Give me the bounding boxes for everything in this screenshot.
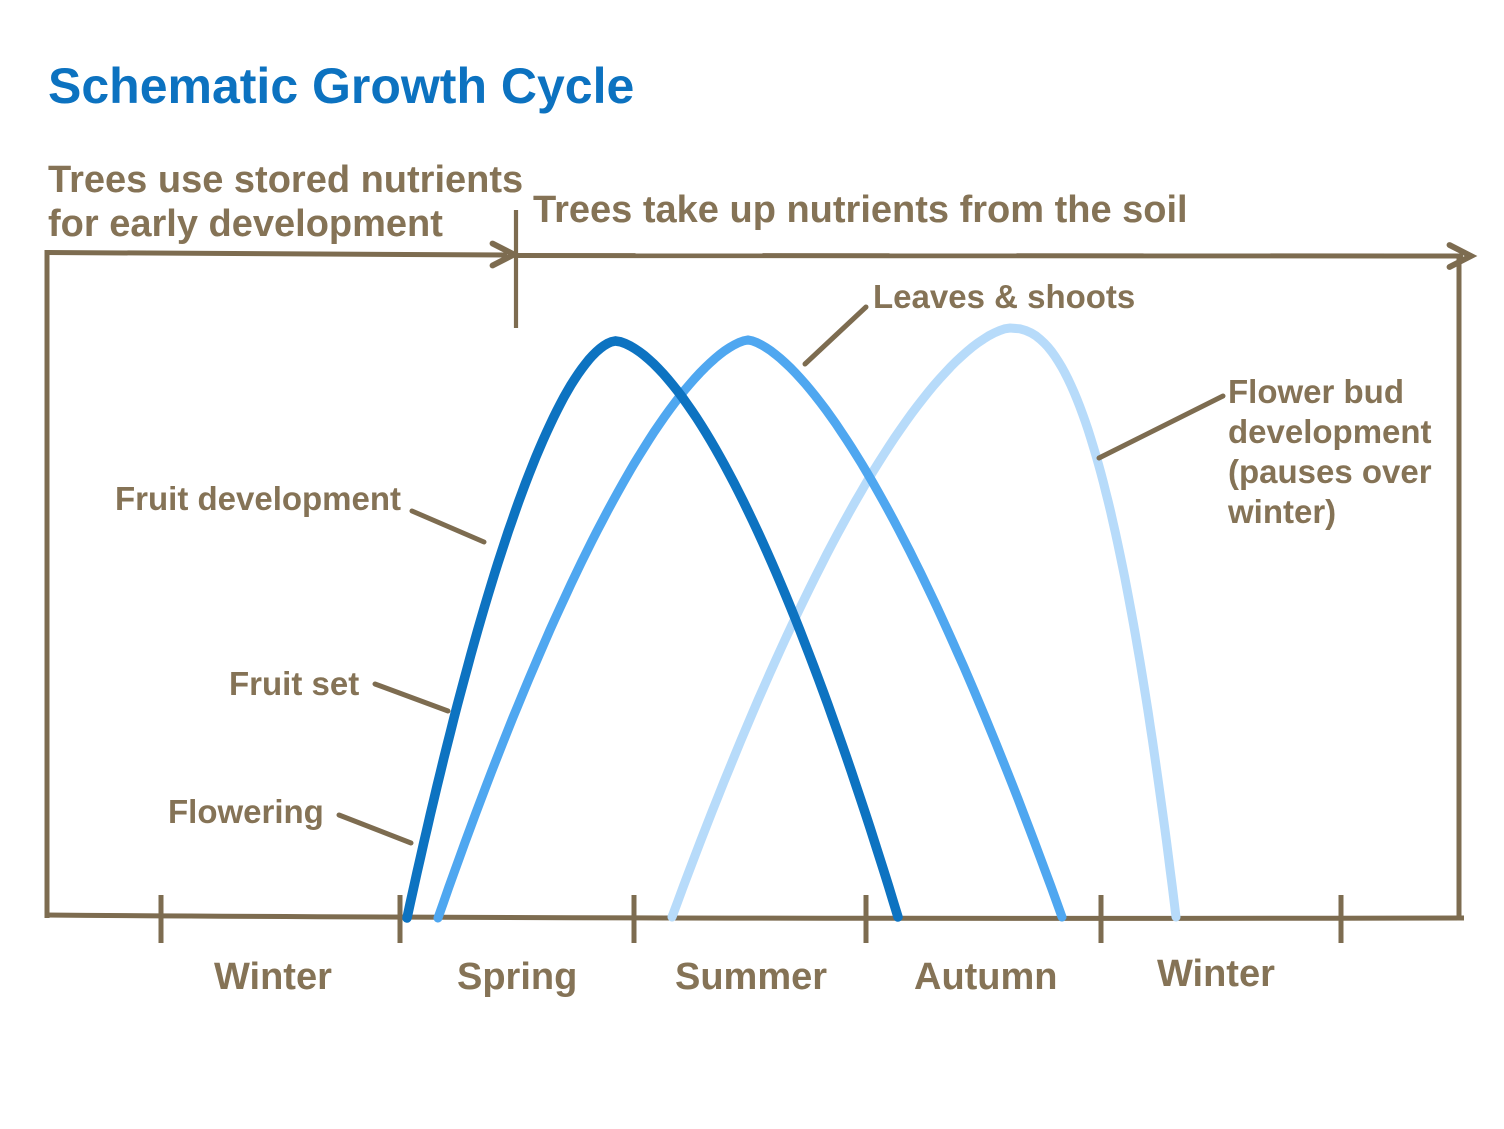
svg-text:Fruit set: Fruit set bbox=[229, 665, 359, 702]
svg-text:for early development: for early development bbox=[48, 203, 443, 245]
svg-text:Fruit development: Fruit development bbox=[115, 480, 401, 517]
svg-text:Leaves & shoots: Leaves & shoots bbox=[873, 278, 1135, 315]
svg-text:Flowering: Flowering bbox=[168, 793, 324, 830]
svg-text:winter): winter) bbox=[1227, 493, 1336, 530]
svg-text:Winter: Winter bbox=[1157, 953, 1275, 995]
svg-text:Trees use stored nutrients: Trees use stored nutrients bbox=[48, 159, 523, 201]
svg-text:Flower bud: Flower bud bbox=[1228, 373, 1404, 410]
svg-text:Schematic Growth Cycle: Schematic Growth Cycle bbox=[48, 58, 634, 114]
svg-text:development: development bbox=[1228, 413, 1432, 450]
svg-text:Autumn: Autumn bbox=[914, 956, 1058, 998]
svg-text:Spring: Spring bbox=[457, 956, 577, 998]
svg-text:Summer: Summer bbox=[675, 956, 827, 998]
svg-text:(pauses over: (pauses over bbox=[1228, 453, 1432, 490]
svg-text:Trees take up nutrients from t: Trees take up nutrients from the soil bbox=[533, 189, 1188, 231]
svg-text:Winter: Winter bbox=[214, 956, 332, 998]
